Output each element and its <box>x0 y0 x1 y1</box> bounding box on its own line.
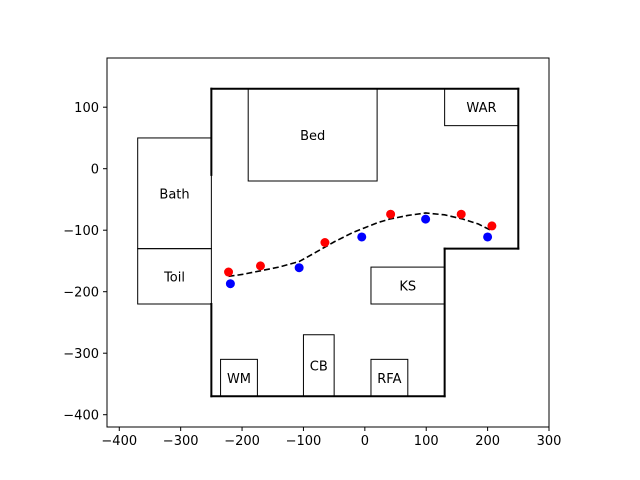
x-tick-label: −300 <box>163 434 199 449</box>
series-2-point-4 <box>421 214 431 224</box>
x-tick-label: −400 <box>101 434 137 449</box>
y-tick-label: −200 <box>63 286 99 301</box>
series-1-point-4 <box>386 209 396 219</box>
y-tick-label: 0 <box>91 163 99 178</box>
series-2-point-3 <box>357 232 367 242</box>
x-tick-label: 200 <box>475 434 500 449</box>
rooms-layer: Bed WAR Bath Toil KS WM CB RFA <box>137 88 519 397</box>
room-label-bath: Bath <box>159 187 189 202</box>
x-tick-label: −100 <box>286 434 322 449</box>
x-tick-label: 100 <box>414 434 439 449</box>
room-label-toil: Toil <box>163 270 185 285</box>
series-2-point-5 <box>483 232 493 242</box>
room-box-ks <box>370 266 446 305</box>
series-1-point-6 <box>487 221 497 231</box>
x-tick-label: 0 <box>361 434 369 449</box>
series-2-point-2 <box>294 263 304 273</box>
room-box-wm <box>220 358 258 397</box>
x-tick-label: 300 <box>537 434 562 449</box>
series-layer <box>224 209 497 289</box>
y-tick-label: −400 <box>63 409 99 424</box>
room-label-war: WAR <box>466 101 496 116</box>
room-label-rfa: RFA <box>377 372 401 387</box>
series-1-point-5 <box>456 209 466 219</box>
axes-frame <box>106 57 550 428</box>
series-2-point-1 <box>225 279 235 289</box>
room-box-cb <box>302 334 335 397</box>
series-1-point-3 <box>320 238 330 247</box>
room-box-rfa <box>370 358 409 397</box>
room-box-bed <box>247 88 378 182</box>
room-label-ks: KS <box>399 280 416 295</box>
room-label-cb: CB <box>310 360 328 375</box>
room-label-bed: Bed <box>300 129 325 144</box>
room-label-wm: WM <box>227 372 251 387</box>
room-box-toil <box>137 248 212 305</box>
room-box-war <box>444 88 519 127</box>
x-tick-label: −200 <box>224 434 260 449</box>
series-1-point-1 <box>224 267 234 277</box>
y-tick-label: −100 <box>63 224 99 239</box>
trajectory-dashed-line <box>228 212 493 278</box>
walls-layer <box>210 87 520 398</box>
y-tick-label: 100 <box>74 101 99 116</box>
y-tick-label: −300 <box>63 347 99 362</box>
series-1-point-2 <box>255 261 265 271</box>
ticks-layer: −400 −300 −200 −100 0 100 200 300 100 0 −100 −200 −3… <box>63 101 561 449</box>
